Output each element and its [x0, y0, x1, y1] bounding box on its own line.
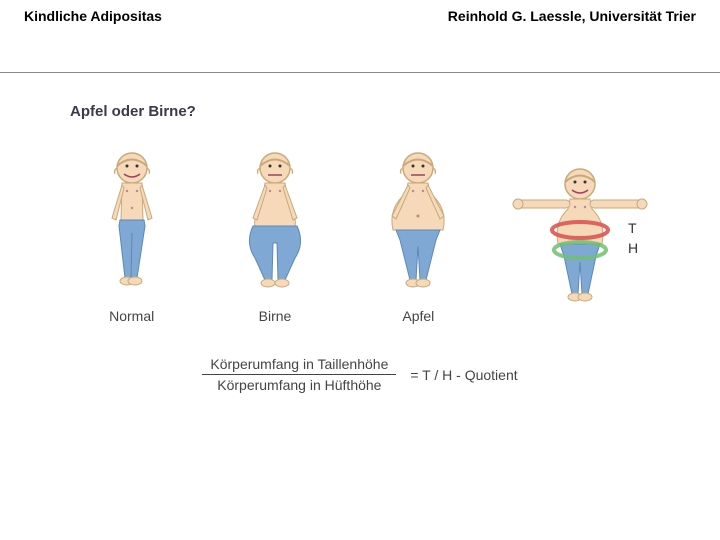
- figure-normal: Normal: [80, 148, 183, 324]
- person-apfel-icon: [368, 148, 468, 298]
- figure-label-apfel: Apfel: [402, 308, 434, 324]
- figures-row: Normal Birne: [70, 148, 650, 324]
- person-normal-icon: [87, 148, 177, 298]
- figure-birne: Birne: [223, 148, 326, 324]
- person-birne-icon: [225, 148, 325, 298]
- formula: Körperumfang in Taillenhöhe Körperumfang…: [70, 354, 650, 395]
- figure-label-birne: Birne: [259, 308, 292, 324]
- h-label: H: [628, 239, 638, 257]
- section-title: Apfel oder Birne?: [70, 103, 650, 120]
- header-right: Reinhold G. Laessle, Universität Trier: [448, 8, 696, 24]
- formula-rhs: = T / H - Quotient: [410, 367, 517, 383]
- formula-numerator: Körperumfang in Taillenhöhe: [202, 354, 396, 374]
- t-label: T: [628, 219, 637, 237]
- formula-fraction: Körperumfang in Taillenhöhe Körperumfang…: [202, 354, 396, 395]
- figure-apfel: Apfel: [367, 148, 470, 324]
- figure-measure: T H: [510, 164, 650, 324]
- figure-label-normal: Normal: [109, 308, 154, 324]
- header-left: Kindliche Adipositas: [24, 8, 162, 24]
- formula-denominator: Körperumfang in Hüfthöhe: [209, 375, 389, 395]
